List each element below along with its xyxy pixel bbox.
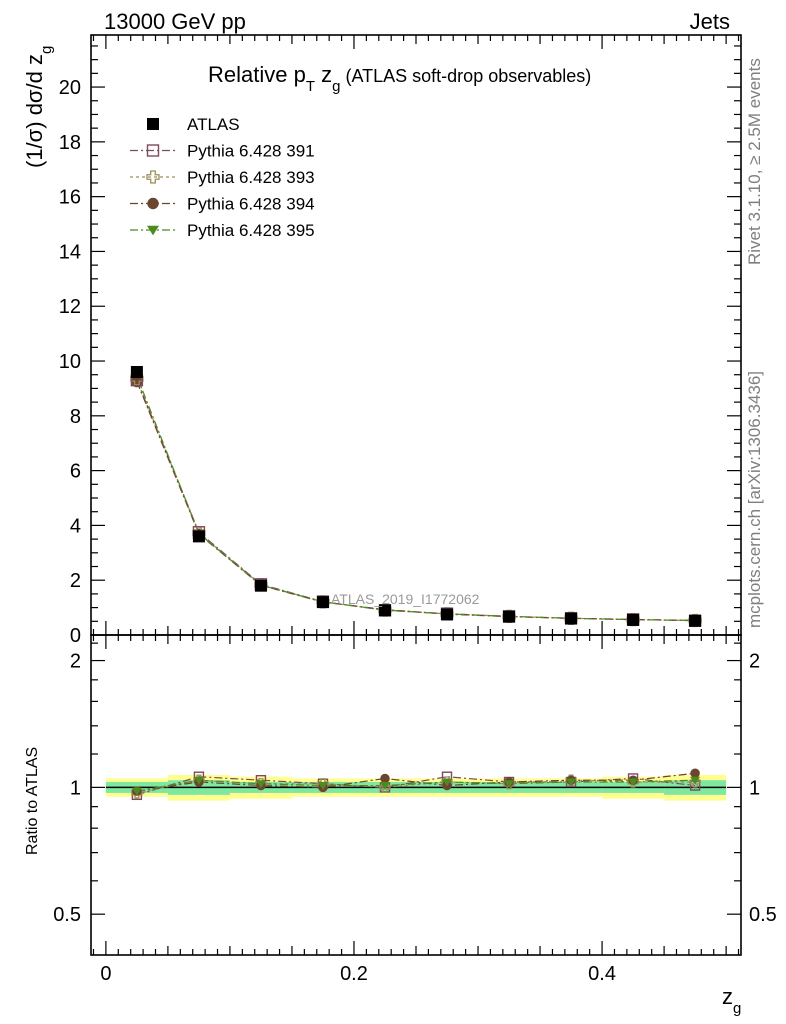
- ratio-data-point: [131, 787, 142, 796]
- ratio-plot-frame: [90, 634, 742, 956]
- legend-marker: [147, 225, 159, 236]
- main-series-line: [136, 381, 696, 621]
- y-label-text: (1/σ) dσ/d z: [22, 54, 47, 168]
- analysis-watermark: ATLAS_2019_I1772062: [331, 591, 480, 607]
- main-y-tick-label: 18: [59, 132, 81, 154]
- ratio-data-point: [690, 768, 700, 779]
- ratio-data-point: [379, 782, 390, 791]
- ratio-y-tick-label: 1: [70, 777, 81, 799]
- main-y-tick-label: 10: [59, 351, 81, 373]
- legend-marker: [146, 170, 160, 184]
- main-series-line: [136, 378, 696, 622]
- main-data-point: [503, 610, 516, 623]
- ratio-y-tick-label-right: 0.5: [749, 904, 777, 926]
- title-main: Relative p: [208, 62, 306, 87]
- ratio-y-tick-label-right: 2: [749, 651, 760, 673]
- main-y-tick-label: 2: [70, 570, 81, 592]
- ratio-y-tick-label-right: 1: [749, 777, 760, 799]
- main-y-tick-label: 16: [59, 187, 81, 209]
- series-markers: [130, 365, 702, 801]
- main-data-point: [627, 613, 640, 626]
- main-y-tick-label: 0: [70, 625, 81, 647]
- main-y-tick-label: 6: [70, 461, 81, 483]
- ratio-data-point: [504, 780, 515, 789]
- ratio-data-point: [442, 778, 453, 787]
- mcplots-label: mcplots.cern.ch [arXiv:1306.3436]: [745, 371, 764, 628]
- main-data-point: [254, 579, 267, 592]
- title-z: z: [315, 62, 332, 87]
- ratio-data-point: [255, 780, 266, 789]
- legend-label: Pythia 6.428 393: [187, 168, 315, 187]
- series-lines: [136, 375, 696, 796]
- x-axis-label: zg: [722, 984, 741, 1017]
- main-series-line: [136, 375, 696, 622]
- ratio-data-point: [380, 773, 390, 784]
- legend-label: ATLAS: [187, 115, 240, 134]
- x-label-sub: g: [733, 1000, 741, 1017]
- ratio-y-tick-label: 2: [70, 651, 81, 673]
- main-y-axis-label: (1/σ) dσ/d zg: [22, 46, 55, 168]
- main-data-point: [192, 530, 205, 543]
- x-tick-label: 0.4: [588, 963, 616, 985]
- main-data-point: [316, 596, 329, 609]
- ratio-series-line: [136, 772, 696, 792]
- ratio-data-point: [193, 776, 204, 785]
- main-y-tick-label: 12: [59, 296, 81, 318]
- legend-marker: [147, 197, 159, 210]
- x-tick-label: 0.2: [340, 963, 368, 985]
- title-sub-T: T: [306, 78, 315, 95]
- title-sub-g: g: [332, 78, 340, 95]
- y-label-sub: g: [38, 46, 55, 54]
- legend-label: Pythia 6.428 391: [187, 142, 315, 161]
- main-plot-title: Relative pT zg (ATLAS soft-drop observab…: [208, 62, 591, 95]
- ratio-data-point: [628, 778, 639, 787]
- legend-marker: [146, 144, 160, 157]
- main-y-tick-label: 8: [70, 406, 81, 428]
- ratio-data-point: [317, 782, 328, 791]
- legend: ATLAS Pythia 6.428 391 Pythia 6.428 393 Pyt…: [130, 115, 315, 240]
- legend-label: Pythia 6.428 394: [187, 195, 315, 214]
- main-data-point: [565, 612, 578, 625]
- title-rest: (ATLAS soft-drop observables): [340, 66, 591, 86]
- main-data-point: [130, 365, 143, 378]
- main-data-point: [689, 614, 702, 627]
- legend-label: Pythia 6.428 395: [187, 221, 315, 240]
- main-y-tick-label: 4: [70, 515, 81, 537]
- rivet-label: Rivet 3.1.10, ≥ 2.5M events: [745, 58, 764, 265]
- main-series-line: [136, 379, 696, 622]
- x-label-text: z: [722, 984, 733, 1009]
- ratio-y-tick-label: 0.5: [53, 904, 81, 926]
- main-y-tick-label: 14: [59, 241, 81, 263]
- ratio-data-point: [690, 776, 701, 785]
- ratio-series-line: [136, 779, 696, 792]
- x-tick-label: 0: [100, 963, 111, 985]
- header-left-label: 13000 GeV pp: [104, 9, 246, 34]
- main-y-tick-label: 20: [59, 77, 81, 99]
- ratio-y-axis-label: Ratio to ATLAS: [24, 747, 41, 855]
- main-data-point: [441, 608, 454, 621]
- header-right-label: Jets: [690, 9, 730, 34]
- ratio-data-point: [566, 778, 577, 787]
- main-data-point: [378, 604, 391, 617]
- legend-marker: [147, 118, 159, 130]
